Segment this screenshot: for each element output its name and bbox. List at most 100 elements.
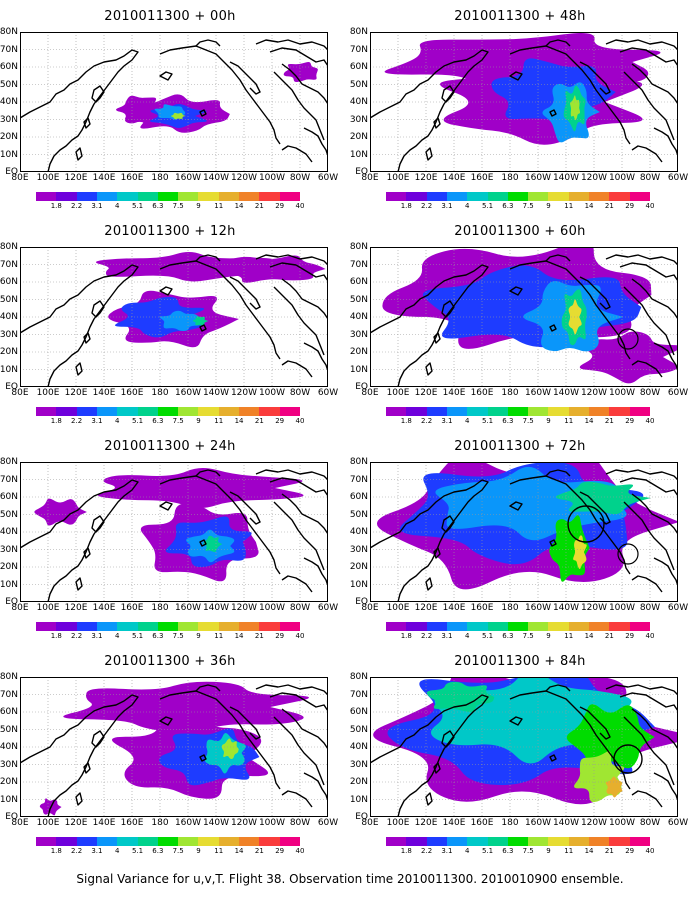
lon-tick-label: 80E	[11, 603, 29, 613]
colorbar	[36, 407, 301, 416]
lat-tick-label: 80N	[349, 242, 368, 252]
lon-tick-label: 120W	[580, 173, 608, 183]
coastline	[159, 690, 281, 790]
coastline	[281, 493, 328, 535]
colorbar-swatch	[548, 622, 570, 631]
colorbar-swatch	[487, 192, 509, 201]
colorbar-tick-label: 5.1	[481, 847, 494, 855]
colorbar-swatch	[528, 837, 549, 846]
lon-tick-label: 160W	[174, 388, 202, 398]
lon-tick-label: 100E	[386, 818, 410, 828]
colorbar-tick-label: 40	[645, 417, 655, 425]
colorbar-swatch	[568, 837, 590, 846]
lat-tick-label: 20N	[0, 347, 18, 357]
lon-tick-label: 120E	[64, 603, 88, 613]
coastline	[159, 45, 281, 145]
variance-map	[20, 462, 328, 602]
lat-tick-label: 10N	[0, 794, 18, 805]
variance-map	[20, 32, 328, 172]
coastline	[273, 501, 325, 571]
lon-tick-label: 100W	[258, 388, 286, 398]
coastline	[425, 362, 433, 376]
lat-tick-label: 50N	[349, 79, 368, 90]
coastline	[653, 127, 678, 157]
lon-tick-label: 80W	[289, 603, 311, 613]
coastline	[653, 342, 678, 372]
lat-tick-label: 50N	[0, 509, 18, 520]
colorbar	[386, 622, 651, 631]
coastline	[509, 690, 631, 790]
lon-tick-label: 100E	[386, 173, 410, 183]
lon-tick-label: 80W	[639, 603, 661, 613]
colorbar-swatch	[56, 837, 78, 846]
lon-tick-label: 160E	[470, 173, 494, 183]
coastline	[509, 45, 631, 145]
colorbar-swatch	[157, 837, 179, 846]
colorbar-tick-label: 4	[114, 417, 120, 425]
lon-tick-label: 80E	[361, 173, 379, 183]
lon-tick-label: 100E	[36, 173, 60, 183]
coastline	[579, 276, 611, 310]
colorbar-tick-label: 4	[114, 632, 120, 640]
coastline	[509, 716, 523, 726]
variance-map	[20, 677, 328, 817]
lon-tick-label: 80E	[11, 388, 29, 398]
map-panel: 2010011300 + 84h 80N 70N 60N 50N 40N 30N 20N 10N…	[350, 645, 690, 860]
coastline	[75, 577, 83, 591]
lon-tick-label: 100E	[36, 388, 60, 398]
colorbar-tick-label: 9	[196, 847, 201, 855]
colorbar-swatch	[239, 622, 260, 631]
lat-tick-label: 20N	[349, 347, 368, 357]
colorbar-swatch	[137, 192, 159, 201]
colorbar-tick-label: 21	[254, 632, 264, 640]
contour-fill	[570, 95, 581, 121]
lat-tick-label: 80N	[349, 27, 368, 37]
lat-tick-label: 80N	[0, 27, 18, 37]
coastline	[605, 684, 678, 696]
coastline	[273, 716, 325, 786]
map-panel: 2010011300 + 36h 80N 70N 60N 50N 40N 30N 20N 10N…	[0, 645, 340, 860]
colorbar-tick-label: 9	[546, 632, 551, 640]
coastline	[579, 491, 611, 525]
colorbar-swatch	[96, 407, 118, 416]
lon-tick-label: 100W	[258, 173, 286, 183]
lat-tick-label: 80N	[0, 242, 18, 252]
lat-tick-label: 10N	[349, 149, 368, 160]
colorbar-swatch	[76, 622, 98, 631]
colorbar-tick-label: 21	[604, 847, 614, 855]
coastline	[441, 300, 455, 318]
lat-tick-label: 50N	[349, 724, 368, 735]
colorbar-swatch	[137, 837, 159, 846]
colorbar-tick-label: 14	[584, 202, 594, 210]
coastline	[509, 286, 523, 296]
coastline	[281, 278, 328, 320]
colorbar-tick-label: 6.3	[152, 202, 164, 210]
lat-tick-label: 60N	[349, 707, 368, 717]
coastline	[653, 772, 678, 802]
colorbar-swatch	[76, 837, 98, 846]
colorbar-swatch	[589, 192, 610, 201]
lon-tick-label: 140W	[202, 603, 230, 613]
coastline	[195, 684, 221, 692]
lat-tick-label: 40N	[349, 312, 368, 322]
lon-tick-label: 180	[151, 603, 169, 613]
lat-tick-label: 60N	[0, 492, 18, 502]
lat-tick-label: 70N	[0, 689, 18, 700]
lat-tick-label: EQ	[5, 812, 18, 822]
colorbar-tick-label: 11	[564, 847, 574, 855]
colorbar-tick-label: 11	[564, 202, 574, 210]
colorbar-tick-label: 4	[464, 202, 470, 210]
colorbar-tick-label: 9	[196, 202, 201, 210]
lat-tick-label: 30N	[349, 759, 368, 770]
lon-tick-label: 80W	[289, 173, 311, 183]
lon-tick-label: 160W	[524, 388, 552, 398]
colorbar-swatch	[198, 837, 220, 846]
colorbar-tick-label: 29	[625, 202, 635, 210]
lon-tick-label: 60W	[317, 818, 339, 828]
lon-tick-label: 160W	[524, 818, 552, 828]
lon-tick-label: 60W	[667, 173, 689, 183]
coastline	[549, 324, 557, 332]
coastline	[549, 754, 557, 762]
coastline	[229, 491, 261, 525]
colorbar-tick-label: 7.5	[172, 847, 184, 855]
